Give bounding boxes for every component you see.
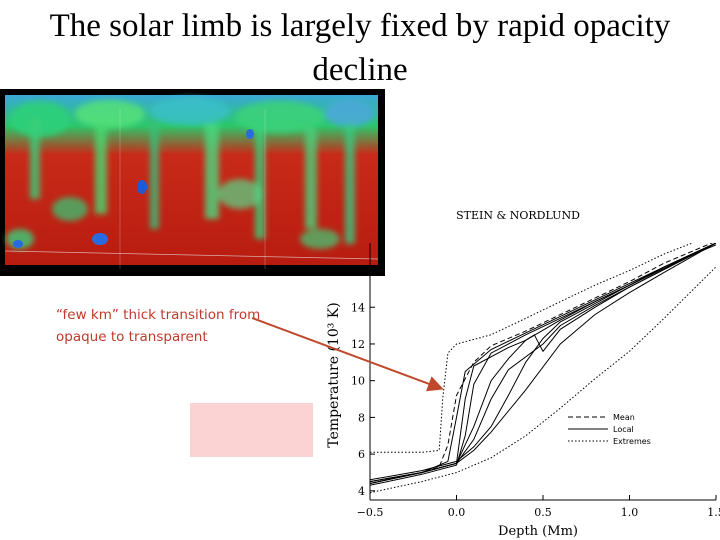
x-tick-label: 1.5 (707, 506, 720, 519)
x-tick-label: −0.5 (357, 506, 384, 519)
temperature-depth-chart: STEIN & NORDLUND Temperature (10³ K) Dep… (326, 209, 720, 539)
y-axis-label: Temperature (10³ K) (326, 302, 342, 447)
series-line (370, 243, 716, 484)
y-tick-label: 6 (358, 448, 365, 461)
y-tick-label: 4 (358, 485, 365, 498)
transition-annotation: “few km” thick transition from opaque to… (56, 307, 261, 345)
chart-title: STEIN & NORDLUND (456, 209, 580, 222)
legend-label: Mean (613, 413, 635, 422)
y-tick-label: 8 (358, 411, 365, 424)
series-line (370, 243, 714, 483)
highlight-box (190, 403, 313, 457)
legend-label: Local (613, 425, 634, 434)
y-tick-label: 14 (351, 301, 365, 314)
series-line (370, 243, 716, 483)
slide-title: The solar limb is largely fixed by rapid… (49, 8, 671, 88)
legend-label: Extremes (613, 437, 651, 446)
x-axis-label: Depth (Mm) (498, 524, 578, 539)
series-line (370, 243, 694, 453)
series-line (370, 266, 716, 494)
convection-simulation-image (0, 89, 385, 276)
x-tick-label: 0.5 (534, 506, 552, 519)
series-line (370, 243, 716, 481)
series-line (370, 243, 716, 483)
x-tick-label: 0.0 (448, 506, 466, 519)
x-tick-label: 1.0 (621, 506, 639, 519)
y-tick-label: 12 (351, 338, 365, 351)
y-tick-label: 10 (351, 375, 365, 388)
series-line (370, 244, 716, 486)
series-line (370, 243, 716, 484)
series-line (370, 243, 716, 484)
